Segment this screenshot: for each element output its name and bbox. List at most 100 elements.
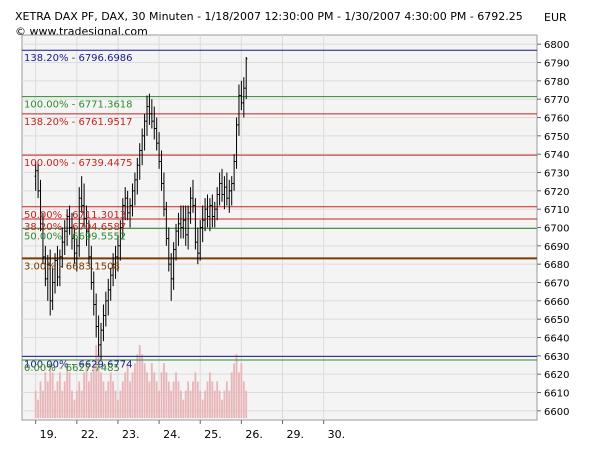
volume-bar	[194, 372, 197, 418]
y-tick-label: 6750	[544, 132, 569, 143]
volume-bar	[221, 399, 223, 418]
volume-bar	[192, 381, 194, 418]
volume-bar	[75, 390, 78, 418]
volume-bar	[83, 372, 85, 418]
volume-bar	[235, 354, 238, 418]
volume-bar	[34, 390, 37, 418]
y-tick-label: 6660	[544, 297, 569, 308]
volume-bar	[158, 390, 160, 418]
y-tick-label: 6790	[544, 59, 569, 70]
y-tick-label: 6770	[544, 95, 569, 106]
x-tick-label: 26.	[245, 428, 263, 441]
y-tick-label: 6630	[544, 352, 569, 363]
volume-bar	[68, 372, 71, 418]
volume-bar	[49, 363, 52, 418]
level-label: 3.00% - 6683.1508	[24, 261, 120, 272]
volume-bar	[179, 390, 182, 418]
volume-bar	[136, 354, 139, 418]
y-tick-label: 6670	[544, 279, 569, 290]
volume-bar	[242, 381, 245, 418]
level-label: 50.00% - 6711.3013	[24, 210, 126, 221]
volume-bar	[51, 372, 54, 418]
level-label: 0.00% - 6627.7485	[24, 363, 120, 374]
x-tick-label: 25.	[204, 428, 222, 441]
level-label: 138.20% - 6761.9517	[24, 117, 133, 128]
volume-bar	[225, 381, 228, 418]
volume-bar	[223, 390, 226, 418]
volume-bar	[119, 390, 122, 418]
volume-bar	[204, 390, 206, 418]
volume-bar	[187, 381, 190, 418]
volume-bar	[42, 390, 44, 418]
volume-bar	[228, 390, 231, 418]
volume-bar	[44, 372, 47, 418]
volume-bar	[189, 390, 192, 418]
y-tick-label: 6640	[544, 334, 569, 345]
volume-bar	[131, 372, 134, 418]
y-tick-label: 6680	[544, 260, 569, 271]
volume-bar	[102, 381, 105, 418]
volume-bar	[114, 390, 117, 418]
y-tick-label: 6600	[544, 407, 569, 418]
volume-bar	[167, 381, 170, 418]
level-labels: 138.20% - 6796.6986 100.00% - 6771.3618 13…	[24, 53, 133, 374]
x-tick-label: 23.	[122, 428, 139, 441]
volume-bar	[112, 381, 115, 418]
volume-bar	[37, 399, 39, 418]
level-label: 100.00% - 6771.3618	[24, 100, 133, 111]
y-axis: 6600 6610 6620 6630 6640 6650 6660 6670 6680 6690…	[537, 40, 569, 418]
volume-bar	[107, 381, 110, 418]
volume-bar	[233, 363, 236, 418]
volume-series	[34, 345, 248, 418]
volume-bar	[90, 372, 93, 418]
level-label: 100.00% - 6629.6774	[24, 359, 133, 370]
x-tick-label: 19.	[40, 428, 58, 441]
volume-bar	[100, 372, 102, 418]
level-label: 100.00% - 6739.4475	[24, 158, 133, 169]
y-tick-label: 6690	[544, 242, 569, 253]
volume-bar	[148, 381, 151, 418]
volume-bar	[61, 390, 64, 418]
volume-bar	[238, 372, 240, 418]
y-tick-label: 6760	[544, 114, 569, 125]
volume-bar	[209, 372, 211, 418]
volume-bar	[245, 390, 248, 418]
x-tick-label: 30.	[328, 428, 346, 441]
volume-bar	[155, 381, 158, 418]
chart-title: XETRA DAX PF, DAX, 30 Minuten - 1/18/200…	[15, 10, 523, 23]
volume-bar	[172, 381, 175, 418]
volume-bar	[240, 363, 243, 418]
y-tick-label: 6720	[544, 187, 569, 198]
y-tick-label: 6730	[544, 169, 569, 180]
volume-bar	[63, 381, 66, 418]
volume-bar	[117, 399, 119, 418]
volume-bar	[124, 372, 127, 418]
volume-bar	[85, 363, 88, 418]
volume-bar	[58, 372, 61, 418]
volume-bar	[143, 363, 146, 418]
volume-bar	[153, 372, 156, 418]
y-tick-label: 6780	[544, 77, 569, 88]
volume-bar	[218, 390, 221, 418]
volume-bar	[121, 381, 124, 418]
level-label: 38.20% - 6704.6587	[24, 222, 126, 233]
x-axis: 19. 22. 23. 24. 25. 26. 29. 30.	[35, 420, 346, 441]
volume-bar	[129, 381, 131, 418]
x-tick-label: 22.	[81, 428, 99, 441]
currency-label: EUR	[544, 11, 567, 24]
volume-bar	[177, 381, 180, 418]
level-label: 50.00% - 6699.5552	[24, 231, 126, 242]
y-tick-label: 6740	[544, 150, 569, 161]
x-tick-label: 29.	[287, 428, 305, 441]
volume-bar	[196, 381, 199, 418]
volume-bar	[134, 363, 136, 418]
y-tick-label: 6800	[544, 40, 569, 51]
volume-bar	[150, 363, 153, 418]
level-label: 138.20% - 6796.6986	[24, 53, 133, 64]
volume-bar	[170, 390, 173, 418]
volume-bar	[211, 381, 214, 418]
volume-bar	[39, 381, 42, 418]
volume-bar	[230, 372, 233, 418]
volume-bar	[206, 381, 209, 418]
